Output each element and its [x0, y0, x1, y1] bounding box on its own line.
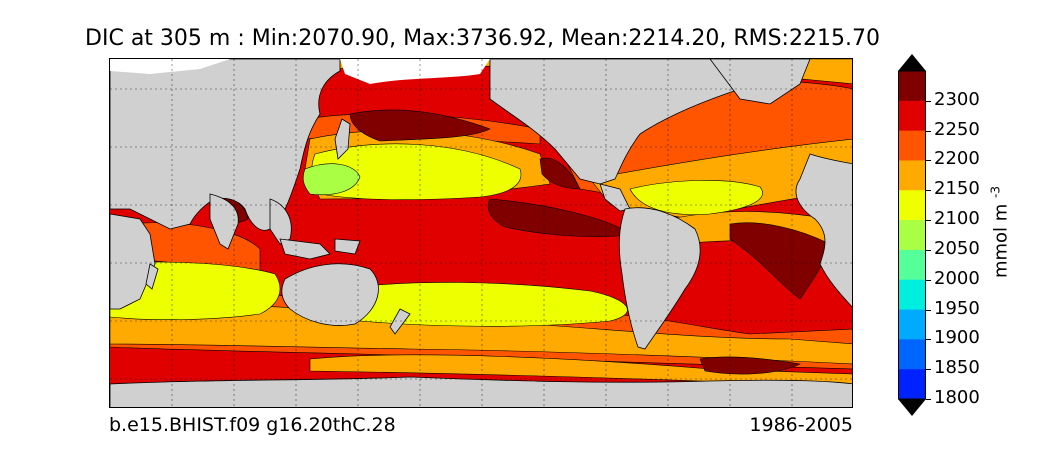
colorbar-tick-mark [926, 160, 931, 162]
colorbar-tick-label: 1800 [934, 387, 980, 408]
colorbar-band [898, 160, 926, 191]
date-range-label: 1986-2005 [749, 414, 853, 436]
colorbar-tick-label: 2150 [934, 178, 980, 200]
landmass-north-america [489, 59, 751, 185]
colorbar-band [898, 220, 926, 251]
colorbar-frame [898, 70, 926, 400]
colorbar-band [898, 71, 926, 102]
colorbar-tick-mark [926, 190, 931, 192]
colorbar-tick-mark [926, 339, 931, 341]
landmass-australia [281, 263, 379, 326]
colorbar-extend-min [898, 399, 926, 416]
colorbar-tick-mark [926, 249, 931, 251]
colorbar-unit-label: mmol m -3 [988, 185, 1012, 279]
colorbar-tick-mark [926, 369, 931, 371]
colorbar-band [898, 130, 926, 161]
landmass-antarctica [110, 376, 852, 407]
colorbar-band [898, 190, 926, 221]
colorbar-band [898, 339, 926, 370]
colorbar-band [898, 249, 926, 281]
figure-title: DIC at 305 m : Min:2070.90, Max:3736.92,… [85, 26, 880, 51]
map-gridlines [110, 59, 852, 407]
colorbar-tick-mark [926, 220, 931, 222]
landmass-india [209, 193, 239, 250]
colorbar-tick-label: 2250 [934, 118, 980, 140]
landmass-new-zealand [389, 308, 411, 335]
colorbar-tick-label: 2200 [934, 148, 980, 170]
colorbar-tick-mark [926, 279, 931, 281]
landmass-indonesia [279, 238, 331, 260]
colorbar-band [898, 309, 926, 340]
colorbar-tick-label: 2300 [934, 88, 980, 110]
colorbar-extend-max [898, 54, 926, 71]
landmass-japan [334, 118, 351, 160]
land-masses [110, 59, 852, 407]
colorbar-band [898, 369, 926, 400]
colorbar-band [898, 279, 926, 311]
colorbar-tick-mark [926, 399, 931, 400]
map-panel [109, 58, 853, 408]
colorbar-tick-label: 2050 [934, 237, 980, 259]
landmass-africa-west [795, 153, 852, 308]
landmass-south-america [618, 207, 701, 350]
colorbar-tick-label: 1850 [934, 357, 980, 379]
colorbar-tick-mark [926, 100, 931, 102]
colorbar-band [898, 100, 926, 132]
contour-map [110, 59, 852, 407]
colorbar-tick-label: 1950 [934, 297, 980, 319]
colorbar-tick-mark [926, 130, 931, 132]
colorbar-tick-label: 2000 [934, 267, 980, 289]
landmass-greenland [709, 59, 811, 105]
colorbar-tick-label: 1900 [934, 327, 980, 349]
contour-band-2050-2100 [302, 163, 361, 196]
contour-band-2100-2150 [110, 143, 763, 327]
colorbar-tick-mark [926, 309, 931, 311]
colorbar [898, 54, 926, 416]
colorbar-tick-label: 2100 [934, 208, 980, 230]
model-case-label: b.e15.BHIST.f09 g16.20thC.28 [109, 414, 396, 436]
